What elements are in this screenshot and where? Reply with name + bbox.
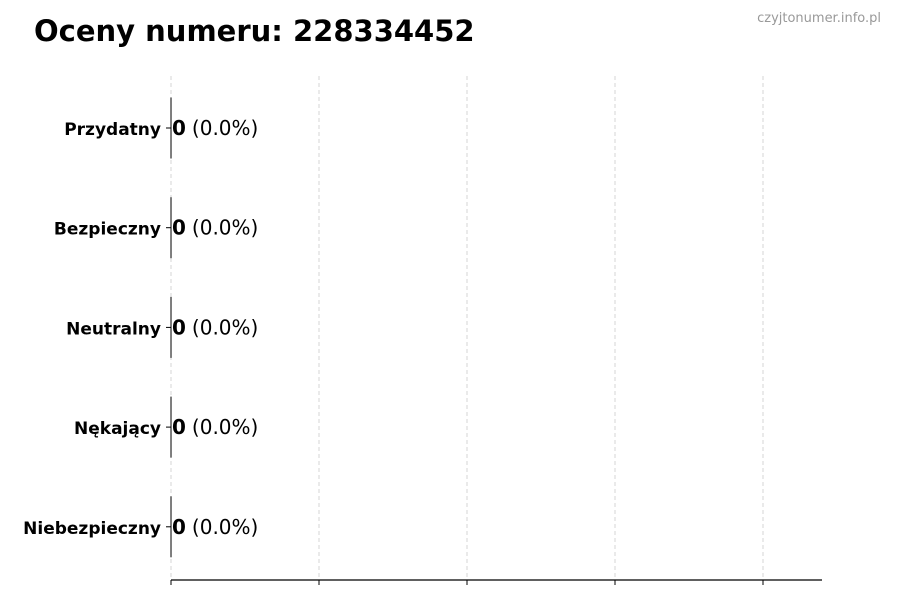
data-label-count: 0	[172, 216, 186, 240]
category-label: Neutralny	[66, 319, 161, 339]
data-label-count: 0	[172, 515, 186, 539]
labels: Przydatny 0 (0.0%)Bezpieczny 0 (0.0%)Neutral…	[23, 116, 258, 539]
data-label: 0 (0.0%)	[172, 315, 258, 339]
data-label-percent: (0.0%)	[192, 216, 258, 240]
data-label-count: 0	[172, 315, 186, 339]
data-label-count: 0	[172, 415, 186, 439]
data-label: 0 (0.0%)	[172, 515, 258, 539]
data-label-percent: (0.0%)	[192, 315, 258, 339]
chart-title: Oceny numeru: 228334452	[34, 14, 475, 48]
category-label: Nękający	[74, 419, 161, 439]
data-label-percent: (0.0%)	[192, 116, 258, 140]
category-label: Bezpieczny	[54, 220, 161, 240]
category-label: Przydatny	[64, 120, 161, 140]
data-label-count: 0	[172, 116, 186, 140]
grid	[170, 76, 764, 585]
category-label: Niebezpieczny	[23, 519, 161, 539]
data-label: 0 (0.0%)	[172, 415, 258, 439]
watermark: czyjtonumer.info.pl	[757, 11, 881, 26]
data-label: 0 (0.0%)	[172, 216, 258, 240]
data-label-percent: (0.0%)	[192, 515, 258, 539]
data-label-percent: (0.0%)	[192, 415, 258, 439]
data-label: 0 (0.0%)	[172, 116, 258, 140]
